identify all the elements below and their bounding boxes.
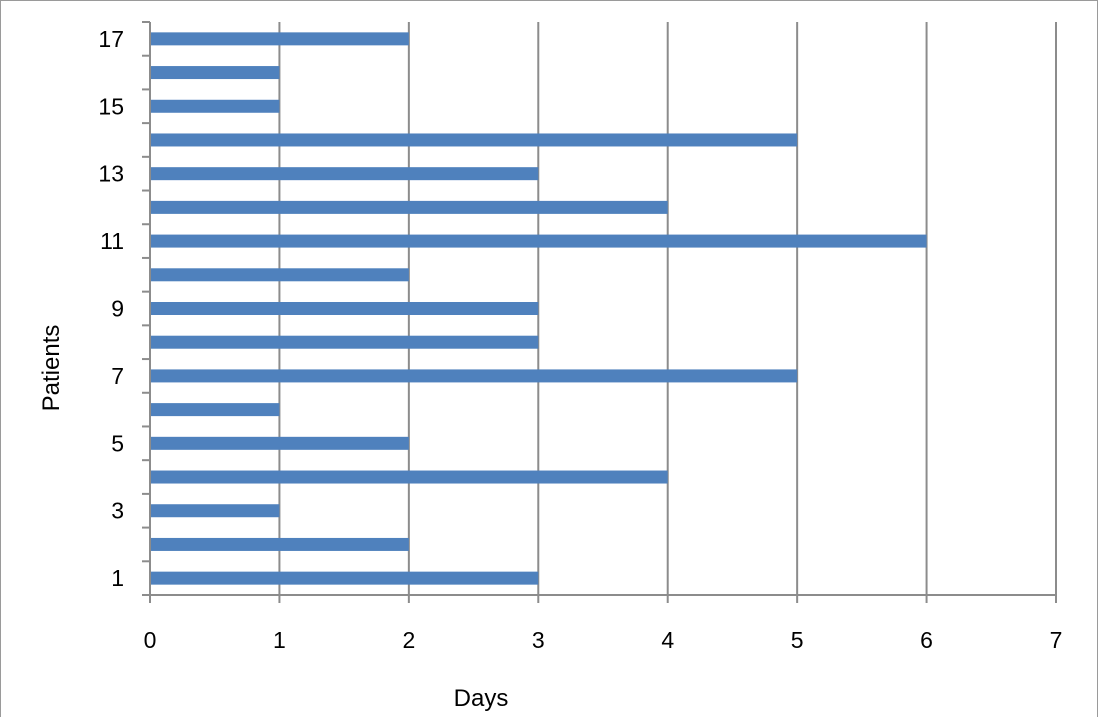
bar-patient-1 [150,571,539,585]
y-tick-label-11: 11 [100,228,124,254]
bar-patient-12 [150,200,668,214]
bar-patient-8 [150,335,539,349]
bar-patient-15 [150,99,280,113]
x-axis-title: Days [454,685,509,712]
axes [142,21,1057,603]
bar-patient-11 [150,234,927,248]
bar-patient-6 [150,403,280,417]
bar-patient-9 [150,302,539,315]
bar-patient-10 [150,268,409,282]
x-tick-label-2: 2 [402,627,415,653]
y-tick-label-15: 15 [98,93,124,119]
x-tick-label-5: 5 [791,627,804,653]
x-tick-label-3: 3 [532,627,545,653]
bar-patient-4 [150,470,668,484]
bar-patient-14 [150,133,798,147]
bar-patient-7 [150,369,798,383]
x-tick-label-7: 7 [1050,627,1063,653]
y-tick-label-3: 3 [111,498,124,524]
y-axis-title: Patients [38,325,65,412]
y-tick-label-9: 9 [111,296,124,322]
y-tick-label-7: 7 [111,363,124,389]
x-tick-label-1: 1 [273,627,286,653]
bar-patient-17 [150,32,409,46]
y-tick-label-5: 5 [111,430,124,456]
bars [150,32,927,585]
bar-patient-5 [150,436,409,450]
bar-patient-3 [150,504,280,518]
x-tick-label-4: 4 [661,627,674,653]
bar-patient-2 [150,537,409,551]
y-tick-label-17: 17 [98,26,124,52]
x-tick-label-6: 6 [920,627,933,653]
bar-patient-13 [150,167,539,181]
y-tick-label-13: 13 [98,161,124,187]
y-tick-label-1: 1 [111,565,124,591]
x-tick-label-0: 0 [144,627,157,653]
bar-patient-16 [150,66,280,80]
